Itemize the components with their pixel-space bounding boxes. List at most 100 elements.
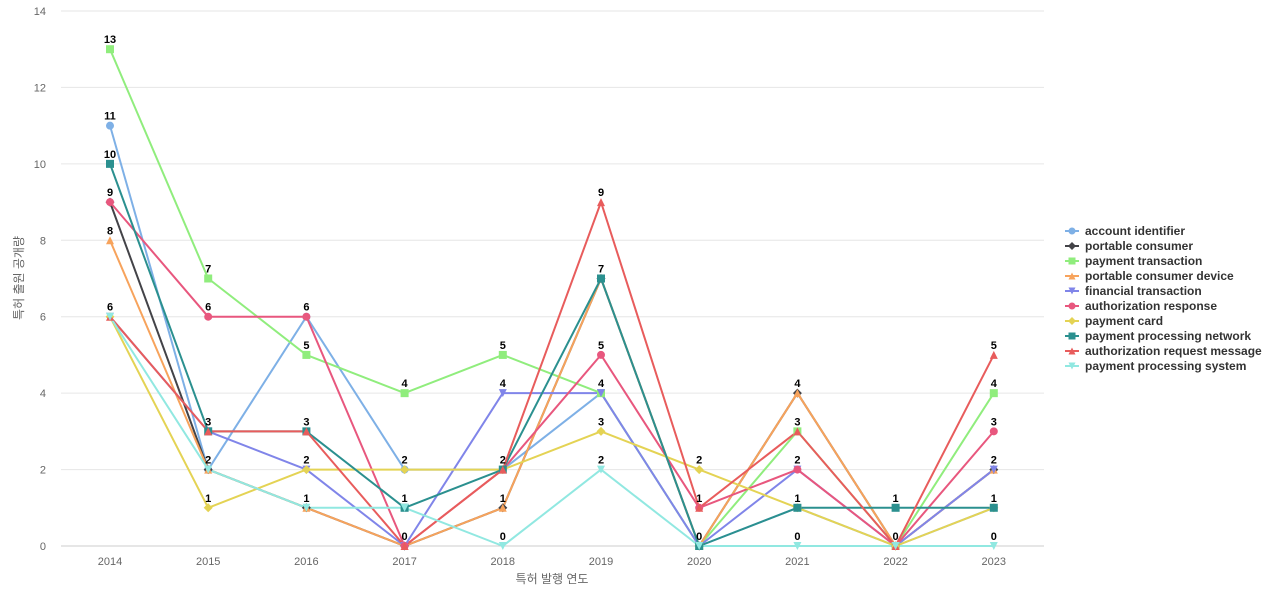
y-axis-title: 특허 출원 공개량 [12, 236, 26, 320]
legend-item-portable-consumer-device[interactable]: portable consumer device [1065, 269, 1234, 283]
legend-label-payment-processing-network: payment processing network [1085, 329, 1251, 343]
point-authorization-response-2023 [989, 427, 998, 436]
point-authorization-request-message-2021 [793, 427, 802, 436]
data-label-2023-5: 5 [991, 340, 997, 352]
y-tick-label-12: 12 [34, 82, 46, 94]
series-line-payment-processing-network [109, 163, 994, 547]
point-authorization-request-message-2023 [989, 350, 998, 359]
point-payment-transaction-2023 [989, 389, 998, 398]
point-financial-transaction-2023 [989, 465, 998, 474]
series-lines [109, 48, 995, 547]
legend-label-portable-consumer-device: portable consumer device [1085, 269, 1234, 283]
data-label-2016-2: 2 [303, 455, 309, 467]
point-authorization-response-2016 [302, 312, 311, 321]
point-payment-transaction-2018 [498, 350, 507, 359]
data-label-2015-1: 1 [205, 493, 211, 505]
series-markers [105, 45, 999, 551]
legend-item-payment-card[interactable]: payment card [1065, 314, 1163, 328]
legend-symbol-payment-card [1068, 317, 1076, 325]
legend-item-payment-processing-system[interactable]: payment processing system [1065, 359, 1246, 373]
data-label-2015-6: 6 [205, 302, 211, 314]
legend-item-financial-transaction[interactable]: financial transaction [1065, 284, 1202, 298]
point-payment-processing-system-2020 [695, 542, 704, 550]
data-label-2020-1: 1 [696, 493, 702, 505]
point-payment-transaction-2016 [302, 350, 311, 359]
legend-item-authorization-response[interactable]: authorization response [1065, 299, 1217, 313]
data-label-2018-0: 0 [500, 531, 506, 543]
x-tick-label-2018: 2018 [491, 556, 515, 568]
legend-label-authorization-request-message: authorization request message [1085, 344, 1262, 358]
point-authorization-request-message-2015 [204, 427, 213, 436]
data-label-2019-4: 4 [598, 378, 605, 390]
point-payment-card-2015 [203, 503, 213, 513]
data-label-2014-9: 9 [107, 187, 113, 199]
data-label-2021-4: 4 [794, 378, 801, 390]
legend-item-account-identifier[interactable]: account identifier [1065, 224, 1185, 238]
point-authorization-response-2014 [106, 198, 114, 207]
data-label-2016-1: 1 [303, 493, 309, 505]
data-label-2022-0: 0 [893, 531, 899, 543]
point-authorization-request-message-2019 [597, 198, 605, 207]
point-payment-processing-network-2022 [891, 503, 900, 512]
data-label-2016-5: 5 [303, 340, 309, 352]
data-label-2018-1: 1 [500, 493, 506, 505]
point-payment-processing-system-2015 [204, 465, 213, 474]
data-label-2014-10: 10 [104, 149, 116, 161]
legend-label-account-identifier: account identifier [1085, 224, 1185, 238]
legend-label-payment-transaction: payment transaction [1085, 254, 1202, 268]
point-payment-processing-system-2023 [989, 542, 998, 550]
data-label-2018-4: 4 [500, 378, 507, 390]
legend-item-payment-processing-network[interactable]: payment processing network [1065, 329, 1251, 343]
legend-symbol-portable-consumer [1068, 242, 1076, 250]
point-authorization-request-message-2017 [400, 542, 409, 550]
point-payment-card-2016 [301, 465, 311, 475]
data-label-2019-7: 7 [598, 264, 604, 276]
point-payment-processing-system-2014 [106, 312, 114, 321]
point-authorization-response-2015 [204, 312, 213, 321]
y-tick-label-10: 10 [34, 159, 46, 171]
data-label-2021-3: 3 [794, 416, 800, 428]
legend-label-payment-processing-system: payment processing system [1085, 359, 1246, 373]
legend-symbol-authorization-response [1068, 302, 1076, 310]
point-authorization-request-message-2020 [695, 503, 704, 512]
data-label-2014-6: 6 [107, 302, 113, 314]
point-payment-processing-network-2014 [106, 159, 114, 168]
legend-label-portable-consumer: portable consumer [1085, 239, 1193, 253]
series-line-authorization-request-message [109, 201, 995, 547]
legend-symbol-account-identifier [1068, 227, 1076, 235]
data-label-2017-0: 0 [402, 531, 408, 543]
point-financial-transaction-2019 [597, 389, 605, 398]
y-tick-label-14: 14 [34, 6, 46, 18]
x-axis-title: 특허 발행 연도 [516, 571, 589, 586]
data-label-2020-0: 0 [696, 531, 702, 543]
legend-label-payment-card: payment card [1085, 314, 1163, 328]
point-payment-processing-system-2022 [891, 542, 900, 550]
point-payment-processing-system-2017 [400, 503, 409, 512]
x-tick-label-2022: 2022 [883, 556, 907, 568]
data-label-2017-2: 2 [402, 455, 408, 467]
data-label-2018-2: 2 [500, 455, 506, 467]
point-payment-processing-system-2019 [597, 465, 605, 474]
point-payment-card-2017 [400, 465, 410, 475]
data-label-2018-5: 5 [500, 340, 506, 352]
data-label-2021-2: 2 [794, 455, 800, 467]
point-payment-processing-system-2016 [302, 503, 311, 512]
x-tick-label-2014: 2014 [98, 556, 122, 568]
y-tick-label-8: 8 [40, 235, 46, 247]
point-payment-transaction-2014 [106, 45, 114, 54]
legend-symbol-payment-processing-system [1068, 362, 1076, 370]
legend-item-payment-transaction[interactable]: payment transaction [1065, 254, 1202, 268]
data-label-2015-2: 2 [205, 455, 211, 467]
point-payment-processing-network-2023 [989, 503, 998, 512]
data-label-2014-11: 11 [104, 111, 116, 123]
legend-item-authorization-request-message[interactable]: authorization request message [1065, 344, 1262, 358]
point-payment-processing-network-2019 [597, 274, 605, 283]
x-tick-label-2015: 2015 [196, 556, 220, 568]
point-payment-card-2020 [694, 465, 704, 475]
point-payment-card-2019 [596, 426, 606, 436]
x-tick-label-2020: 2020 [687, 556, 711, 568]
legend-symbol-financial-transaction [1068, 287, 1076, 295]
legend-item-portable-consumer[interactable]: portable consumer [1065, 239, 1193, 253]
